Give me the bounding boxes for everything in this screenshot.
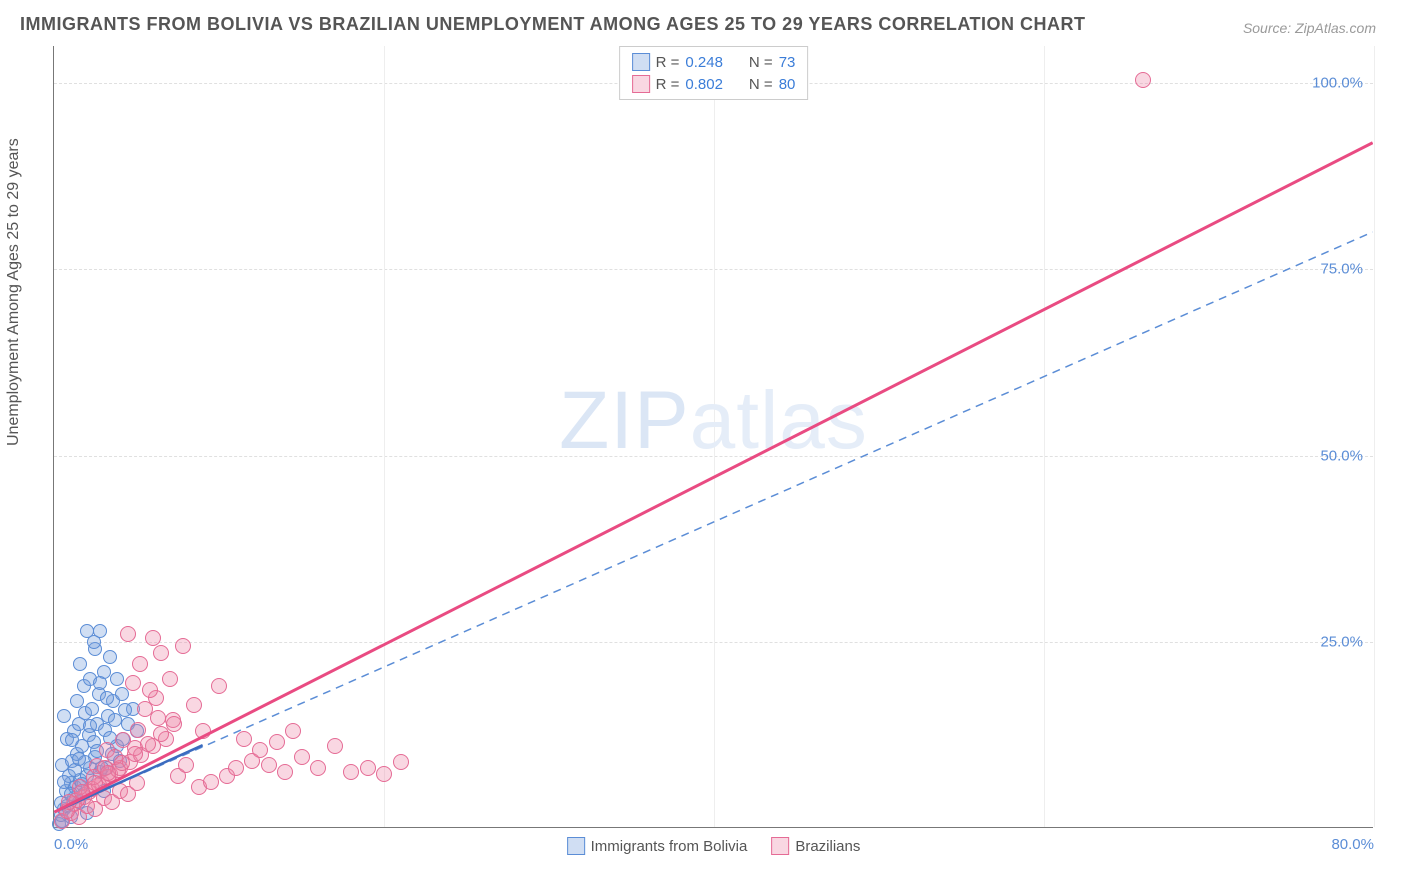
data-point (110, 672, 124, 686)
data-point (203, 774, 219, 790)
data-point (115, 687, 129, 701)
data-point (228, 760, 244, 776)
stat-n-value: 73 (779, 54, 796, 71)
data-point (57, 775, 71, 789)
ytick-label: 100.0% (1312, 75, 1363, 92)
data-point (65, 733, 79, 747)
legend-item: Immigrants from Bolivia (567, 837, 748, 855)
data-point (195, 723, 211, 739)
gridline-v (714, 46, 715, 827)
legend-stats-row: R = 0.248 N = 73 (632, 51, 796, 73)
data-point (376, 766, 392, 782)
source-value: ZipAtlas.com (1295, 20, 1376, 36)
data-point (186, 697, 202, 713)
data-point (343, 764, 359, 780)
chart-title: IMMIGRANTS FROM BOLIVIA VS BRAZILIAN UNE… (20, 14, 1086, 35)
legend-swatch (771, 837, 789, 855)
data-point (269, 734, 285, 750)
data-point (153, 645, 169, 661)
data-point (236, 731, 252, 747)
data-point (85, 702, 99, 716)
data-point (118, 703, 132, 717)
data-point (285, 723, 301, 739)
data-point (125, 675, 141, 691)
data-point (145, 630, 161, 646)
data-point (142, 682, 158, 698)
data-point (132, 656, 148, 672)
data-point (175, 638, 191, 654)
data-point (83, 719, 97, 733)
data-point (100, 691, 114, 705)
data-point (277, 764, 293, 780)
data-point (57, 709, 71, 723)
data-point (166, 716, 182, 732)
gridline-v (1044, 46, 1045, 827)
data-point (1135, 72, 1151, 88)
data-point (93, 676, 107, 690)
legend-label: Brazilians (795, 838, 860, 855)
xtick-label: 0.0% (54, 836, 88, 853)
ytick-label: 50.0% (1320, 447, 1363, 464)
data-point (211, 678, 227, 694)
data-point (178, 757, 194, 773)
data-point (72, 752, 86, 766)
data-point (120, 626, 136, 642)
legend-bottom: Immigrants from Bolivia Brazilians (567, 837, 861, 855)
legend-item: Brazilians (771, 837, 860, 855)
data-point (130, 722, 146, 738)
source-credit: Source: ZipAtlas.com (1243, 20, 1376, 36)
legend-swatch (632, 53, 650, 71)
xtick-label: 80.0% (1331, 836, 1374, 853)
data-point (103, 650, 117, 664)
data-point (310, 760, 326, 776)
data-point (70, 694, 84, 708)
data-point (327, 738, 343, 754)
data-point (261, 757, 277, 773)
stat-r-label: R = (656, 54, 680, 71)
data-point (393, 754, 409, 770)
data-point (87, 635, 101, 649)
stat-n-value: 80 (779, 76, 796, 93)
data-point (294, 749, 310, 765)
legend-stats-row: R = 0.802 N = 80 (632, 73, 796, 95)
ytick-label: 75.0% (1320, 261, 1363, 278)
data-point (252, 742, 268, 758)
stat-r-label: R = (656, 76, 680, 93)
data-point (162, 671, 178, 687)
legend-swatch (567, 837, 585, 855)
stat-r-value: 0.248 (685, 54, 723, 71)
stat-n-label: N = (749, 76, 773, 93)
legend-label: Immigrants from Bolivia (591, 838, 748, 855)
y-axis-title: Unemployment Among Ages 25 to 29 years (5, 138, 23, 446)
gridline-v (384, 46, 385, 827)
legend-stats-box: R = 0.248 N = 73 R = 0.802 N = 80 (619, 46, 809, 100)
watermark-sub: atlas (690, 375, 868, 466)
stat-n-label: N = (749, 54, 773, 71)
gridline-v (1374, 46, 1375, 827)
watermark-main: ZIP (559, 375, 690, 466)
stat-r-value: 0.802 (685, 76, 723, 93)
data-point (73, 657, 87, 671)
ytick-label: 25.0% (1320, 633, 1363, 650)
data-point (129, 775, 145, 791)
data-point (360, 760, 376, 776)
data-point (150, 710, 166, 726)
legend-swatch (632, 75, 650, 93)
source-label: Source: (1243, 20, 1291, 36)
plot-area: ZIPatlas R = 0.248N = 73R = 0.802N = 80 … (53, 46, 1373, 828)
